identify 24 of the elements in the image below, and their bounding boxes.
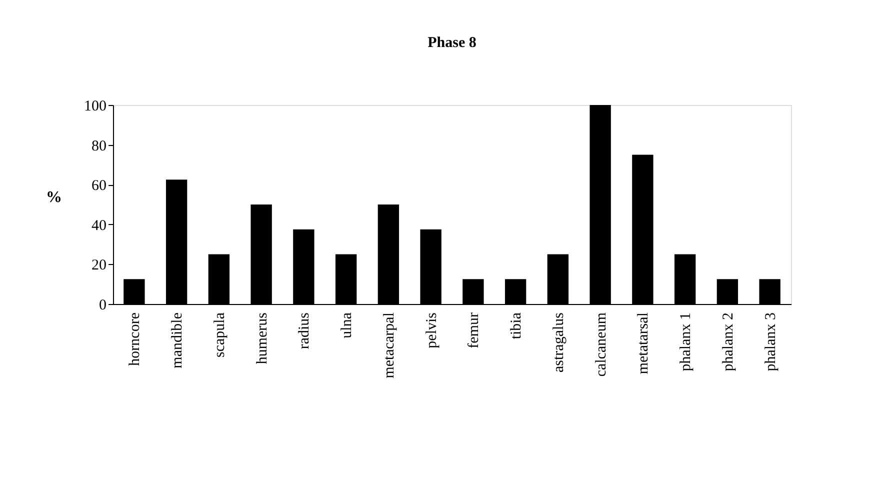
y-tick-label: 80 — [92, 138, 106, 154]
x-tick-label: metatarsal — [636, 312, 652, 374]
y-tick-label: 40 — [92, 218, 106, 234]
x-tick-label: phalanx 3 — [762, 312, 779, 372]
y-tick-label: 100 — [84, 98, 106, 114]
y-axis-title: % — [46, 189, 62, 206]
y-tick-label: 0 — [99, 298, 106, 314]
x-tick-label: horncore — [127, 312, 144, 366]
x-tick-label: calcaneum — [593, 312, 610, 377]
x-tick-label: radius — [296, 312, 313, 350]
y-tick-label: 20 — [92, 258, 106, 274]
x-tick-label: humerus — [254, 312, 270, 364]
x-tick-label: phalanx 2 — [720, 312, 736, 372]
y-tick-label: 60 — [92, 178, 106, 194]
x-tick-label: metacarpal — [381, 312, 398, 378]
x-tick-label: ulna — [339, 312, 356, 338]
x-tick-label: pelvis — [424, 312, 440, 348]
x-tick-label: femur — [466, 312, 482, 348]
x-tick-label: mandible — [170, 312, 186, 368]
chart-title: Phase 8 — [428, 35, 476, 51]
x-tick-label: astragalus — [550, 312, 567, 372]
x-tick-label: scapula — [212, 312, 228, 358]
x-tick-label: tibia — [508, 312, 525, 340]
x-tick-label: phalanx 1 — [678, 312, 694, 372]
